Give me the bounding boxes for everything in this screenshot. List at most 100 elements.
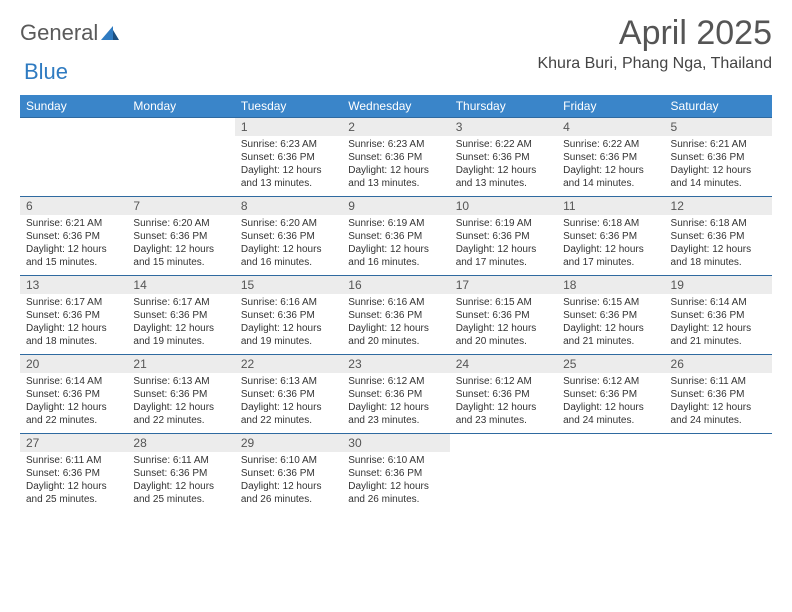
daylight-text: and 18 minutes. — [26, 335, 121, 348]
calendar-row: 20Sunrise: 6:14 AMSunset: 6:36 PMDayligh… — [20, 355, 772, 434]
daylight-text: Daylight: 12 hours — [671, 322, 766, 335]
calendar-cell: 13Sunrise: 6:17 AMSunset: 6:36 PMDayligh… — [20, 276, 127, 355]
day-number: 18 — [557, 276, 664, 294]
sunrise-text: Sunrise: 6:16 AM — [241, 296, 336, 309]
day-number: 15 — [235, 276, 342, 294]
calendar-cell: 12Sunrise: 6:18 AMSunset: 6:36 PMDayligh… — [665, 197, 772, 276]
day-body: Sunrise: 6:21 AMSunset: 6:36 PMDaylight:… — [665, 136, 772, 196]
sunrise-text: Sunrise: 6:10 AM — [348, 454, 443, 467]
calendar-cell: 10Sunrise: 6:19 AMSunset: 6:36 PMDayligh… — [450, 197, 557, 276]
day-body: Sunrise: 6:13 AMSunset: 6:36 PMDaylight:… — [127, 373, 234, 433]
sunrise-text: Sunrise: 6:22 AM — [456, 138, 551, 151]
sunrise-text: Sunrise: 6:18 AM — [671, 217, 766, 230]
day-number: 2 — [342, 118, 449, 136]
daylight-text: and 25 minutes. — [26, 493, 121, 506]
day-number: 11 — [557, 197, 664, 215]
daylight-text: Daylight: 12 hours — [26, 480, 121, 493]
calendar-cell — [127, 118, 234, 197]
daylight-text: Daylight: 12 hours — [133, 480, 228, 493]
calendar-cell: 2Sunrise: 6:23 AMSunset: 6:36 PMDaylight… — [342, 118, 449, 197]
day-number-empty — [20, 118, 127, 136]
calendar-cell: 4Sunrise: 6:22 AMSunset: 6:36 PMDaylight… — [557, 118, 664, 197]
sunset-text: Sunset: 6:36 PM — [133, 467, 228, 480]
day-body: Sunrise: 6:20 AMSunset: 6:36 PMDaylight:… — [127, 215, 234, 275]
day-number: 6 — [20, 197, 127, 215]
weekday-thursday: Thursday — [450, 95, 557, 118]
sunrise-text: Sunrise: 6:14 AM — [671, 296, 766, 309]
sunrise-text: Sunrise: 6:22 AM — [563, 138, 658, 151]
sunrise-text: Sunrise: 6:21 AM — [671, 138, 766, 151]
weekday-sunday: Sunday — [20, 95, 127, 118]
day-number-empty — [450, 434, 557, 452]
daylight-text: Daylight: 12 hours — [26, 401, 121, 414]
sunset-text: Sunset: 6:36 PM — [241, 151, 336, 164]
day-body: Sunrise: 6:12 AMSunset: 6:36 PMDaylight:… — [342, 373, 449, 433]
calendar-cell: 15Sunrise: 6:16 AMSunset: 6:36 PMDayligh… — [235, 276, 342, 355]
day-body-empty — [557, 452, 664, 510]
sunrise-text: Sunrise: 6:11 AM — [26, 454, 121, 467]
sunrise-text: Sunrise: 6:16 AM — [348, 296, 443, 309]
daylight-text: Daylight: 12 hours — [133, 322, 228, 335]
weekday-tuesday: Tuesday — [235, 95, 342, 118]
daylight-text: Daylight: 12 hours — [348, 401, 443, 414]
day-number: 4 — [557, 118, 664, 136]
calendar-table: Sunday Monday Tuesday Wednesday Thursday… — [20, 95, 772, 512]
sunset-text: Sunset: 6:36 PM — [563, 230, 658, 243]
sunrise-text: Sunrise: 6:20 AM — [133, 217, 228, 230]
calendar-cell: 24Sunrise: 6:12 AMSunset: 6:36 PMDayligh… — [450, 355, 557, 434]
day-body: Sunrise: 6:19 AMSunset: 6:36 PMDaylight:… — [342, 215, 449, 275]
calendar-cell — [557, 434, 664, 513]
sunset-text: Sunset: 6:36 PM — [563, 309, 658, 322]
daylight-text: and 16 minutes. — [348, 256, 443, 269]
calendar-cell: 19Sunrise: 6:14 AMSunset: 6:36 PMDayligh… — [665, 276, 772, 355]
calendar-cell: 29Sunrise: 6:10 AMSunset: 6:36 PMDayligh… — [235, 434, 342, 513]
daylight-text: Daylight: 12 hours — [241, 164, 336, 177]
sunset-text: Sunset: 6:36 PM — [26, 309, 121, 322]
sunset-text: Sunset: 6:36 PM — [241, 230, 336, 243]
sunrise-text: Sunrise: 6:12 AM — [563, 375, 658, 388]
sunset-text: Sunset: 6:36 PM — [563, 151, 658, 164]
sunrise-text: Sunrise: 6:11 AM — [671, 375, 766, 388]
calendar-cell: 8Sunrise: 6:20 AMSunset: 6:36 PMDaylight… — [235, 197, 342, 276]
sunset-text: Sunset: 6:36 PM — [348, 309, 443, 322]
daylight-text: Daylight: 12 hours — [241, 480, 336, 493]
sunset-text: Sunset: 6:36 PM — [133, 388, 228, 401]
calendar-cell: 26Sunrise: 6:11 AMSunset: 6:36 PMDayligh… — [665, 355, 772, 434]
day-number: 24 — [450, 355, 557, 373]
brand-text-general: General — [20, 20, 98, 46]
daylight-text: Daylight: 12 hours — [241, 401, 336, 414]
calendar-cell: 17Sunrise: 6:15 AMSunset: 6:36 PMDayligh… — [450, 276, 557, 355]
daylight-text: Daylight: 12 hours — [456, 322, 551, 335]
sunrise-text: Sunrise: 6:17 AM — [26, 296, 121, 309]
day-number-empty — [665, 434, 772, 452]
calendar-cell: 18 Sunrise: 6:15 AMSunset: 6:36 PMDayligh… — [557, 276, 664, 355]
daylight-text: and 21 minutes. — [671, 335, 766, 348]
day-number: 13 — [20, 276, 127, 294]
daylight-text: and 13 minutes. — [241, 177, 336, 190]
daylight-text: Daylight: 12 hours — [563, 322, 658, 335]
sunrise-text: Sunrise: 6:21 AM — [26, 217, 121, 230]
day-number: 17 — [450, 276, 557, 294]
daylight-text: and 17 minutes. — [456, 256, 551, 269]
sunset-text: Sunset: 6:36 PM — [671, 388, 766, 401]
day-number: 5 — [665, 118, 772, 136]
sunrise-text: Sunrise: 6:14 AM — [26, 375, 121, 388]
sunset-text: Sunset: 6:36 PM — [348, 467, 443, 480]
sunset-text: Sunset: 6:36 PM — [133, 309, 228, 322]
day-body: Sunrise: 6:23 AMSunset: 6:36 PMDaylight:… — [235, 136, 342, 196]
sunrise-text: Sunrise: 6:12 AM — [456, 375, 551, 388]
day-body: Sunrise: 6:23 AMSunset: 6:36 PMDaylight:… — [342, 136, 449, 196]
day-number: 28 — [127, 434, 234, 452]
sunset-text: Sunset: 6:36 PM — [348, 151, 443, 164]
day-body-empty — [450, 452, 557, 510]
sunrise-text: Sunrise: 6:10 AM — [241, 454, 336, 467]
day-body: Sunrise: 6:17 AMSunset: 6:36 PMDaylight:… — [127, 294, 234, 354]
sunrise-text: Sunrise: 6:23 AM — [241, 138, 336, 151]
sunrise-text: Sunrise: 6:18 AM — [563, 217, 658, 230]
day-body: Sunrise: 6:18 AMSunset: 6:36 PMDaylight:… — [557, 215, 664, 275]
weekday-wednesday: Wednesday — [342, 95, 449, 118]
daylight-text: and 24 minutes. — [563, 414, 658, 427]
daylight-text: Daylight: 12 hours — [133, 401, 228, 414]
day-number: 27 — [20, 434, 127, 452]
sunrise-text: Sunrise: 6:15 AM — [563, 296, 658, 309]
